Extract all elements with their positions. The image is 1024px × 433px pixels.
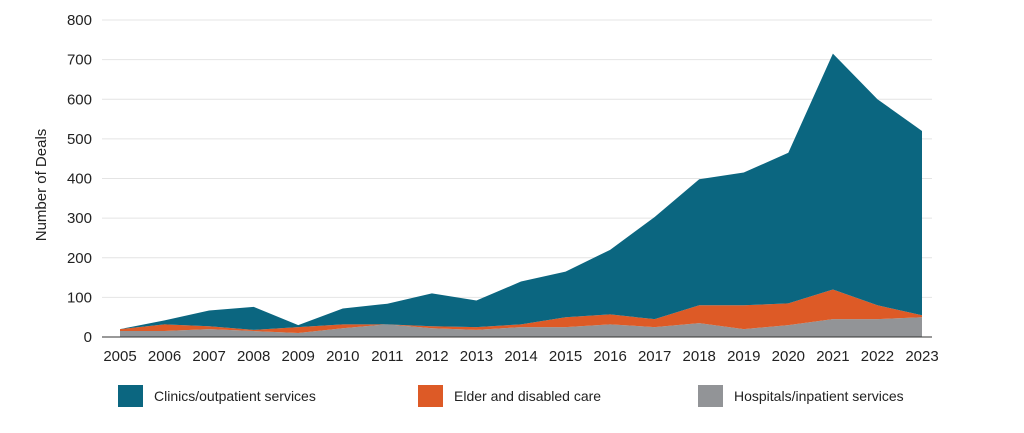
y-tick-label: 500	[67, 131, 92, 148]
x-tick-label: 2014	[504, 348, 537, 365]
x-tick-label: 2013	[460, 348, 493, 365]
x-tick-label: 2021	[816, 348, 849, 365]
legend-label: Clinics/outpatient services	[154, 388, 316, 404]
y-tick-label: 700	[67, 52, 92, 69]
legend-item-hospitals-inpatient-services: Hospitals/inpatient services	[698, 385, 904, 407]
x-tick-label: 2023	[905, 348, 938, 365]
area-hospitals-inpatient-services	[120, 317, 922, 337]
x-tick-label: 2015	[549, 348, 582, 365]
y-axis-label: Number of Deals	[33, 129, 50, 242]
x-tick-label: 2009	[282, 348, 315, 365]
y-tick-label: 0	[84, 329, 92, 346]
legend-label: Hospitals/inpatient services	[734, 388, 904, 404]
legend: Clinics/outpatient services Elder and dis…	[118, 385, 904, 407]
x-tick-label: 2007	[192, 348, 225, 365]
x-tick-label: 2019	[727, 348, 760, 365]
area-elder-and-disabled-care	[120, 289, 922, 334]
gridlines	[102, 19, 932, 298]
area-clinics-outpatient-services	[120, 53, 922, 330]
x-tick-label: 2012	[415, 348, 448, 365]
x-tick-label: 2020	[772, 348, 805, 365]
x-tick-label: 2022	[861, 348, 894, 365]
x-tick-label: 2018	[683, 348, 716, 365]
x-axis-ticks: 2005 2006 2007 2008 2009 2010 2011 2012 2013 2014…	[103, 348, 938, 365]
y-tick-label: 400	[67, 171, 92, 188]
x-tick-label: 2010	[326, 348, 359, 365]
area-series	[120, 53, 922, 337]
y-tick-label: 800	[67, 12, 92, 29]
y-tick-label: 300	[67, 210, 92, 227]
x-tick-label: 2011	[371, 348, 403, 365]
x-tick-label: 2016	[593, 348, 626, 365]
legend-item-clinics-outpatient-services: Clinics/outpatient services	[118, 385, 316, 407]
x-tick-label: 2006	[148, 348, 181, 365]
y-tick-label: 200	[67, 250, 92, 267]
legend-item-elder-and-disabled-care: Elder and disabled care	[418, 385, 601, 407]
legend-swatch	[418, 385, 443, 407]
legend-swatch	[698, 385, 723, 407]
y-tick-label: 600	[67, 91, 92, 108]
legend-label: Elder and disabled care	[454, 388, 601, 404]
y-axis-ticks: 0 100 200 300 400 500 600 700 800	[67, 12, 92, 346]
y-tick-label: 100	[67, 289, 92, 306]
legend-swatch	[118, 385, 143, 407]
x-tick-label: 2005	[103, 348, 136, 365]
x-tick-label: 2017	[638, 348, 671, 365]
x-tick-label: 2008	[237, 348, 270, 365]
